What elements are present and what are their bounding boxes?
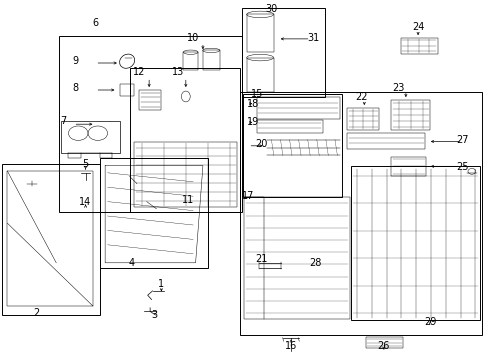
- Text: 26: 26: [377, 341, 389, 351]
- Text: 17: 17: [242, 191, 254, 201]
- Text: 30: 30: [264, 4, 277, 14]
- Text: 25: 25: [455, 162, 468, 172]
- Text: 11: 11: [182, 195, 194, 205]
- Bar: [183, 52, 198, 70]
- Bar: [350, 166, 479, 320]
- Text: 29: 29: [423, 317, 436, 327]
- Text: 18: 18: [246, 99, 259, 109]
- Text: 8: 8: [73, 83, 79, 93]
- Ellipse shape: [246, 11, 273, 18]
- Bar: [242, 8, 325, 97]
- Text: 1: 1: [158, 279, 164, 289]
- Bar: [365, 337, 403, 348]
- Text: 19: 19: [246, 117, 259, 127]
- Text: 2: 2: [34, 308, 40, 318]
- Bar: [243, 94, 342, 197]
- Text: 21: 21: [255, 254, 267, 264]
- Ellipse shape: [181, 91, 190, 102]
- Text: 14: 14: [79, 197, 92, 207]
- Text: 23: 23: [391, 83, 404, 93]
- Ellipse shape: [246, 54, 273, 61]
- Text: 24: 24: [411, 22, 424, 32]
- Text: 27: 27: [455, 135, 468, 145]
- Text: 9: 9: [73, 56, 79, 66]
- FancyBboxPatch shape: [61, 121, 120, 153]
- Bar: [346, 133, 425, 149]
- Text: 6: 6: [92, 18, 98, 28]
- Text: 4: 4: [129, 258, 135, 268]
- Text: 12: 12: [133, 67, 145, 77]
- Bar: [346, 108, 378, 130]
- Text: 15: 15: [250, 89, 263, 99]
- Text: 13: 13: [172, 67, 184, 77]
- Bar: [390, 157, 426, 176]
- Ellipse shape: [202, 48, 219, 53]
- Text: 5: 5: [82, 159, 88, 169]
- Bar: [59, 36, 242, 212]
- Ellipse shape: [183, 50, 198, 54]
- Text: 7: 7: [61, 116, 66, 126]
- Text: 10: 10: [186, 33, 199, 43]
- FancyBboxPatch shape: [7, 171, 93, 306]
- Text: 28: 28: [308, 258, 321, 268]
- Bar: [244, 197, 349, 319]
- Bar: [390, 100, 429, 130]
- Bar: [139, 90, 161, 110]
- Bar: [120, 84, 134, 96]
- Bar: [400, 38, 437, 54]
- Bar: [239, 92, 481, 335]
- Bar: [134, 142, 237, 207]
- Text: 22: 22: [355, 92, 367, 102]
- Text: 3: 3: [151, 310, 157, 320]
- Text: 20: 20: [255, 139, 267, 149]
- Text: 31: 31: [306, 33, 319, 43]
- Bar: [203, 50, 220, 70]
- Bar: [129, 68, 239, 212]
- Bar: [246, 14, 273, 52]
- Bar: [2, 164, 100, 315]
- Text: 16: 16: [284, 341, 297, 351]
- Bar: [256, 120, 322, 133]
- Bar: [246, 58, 273, 92]
- Bar: [256, 97, 339, 119]
- Bar: [100, 158, 207, 268]
